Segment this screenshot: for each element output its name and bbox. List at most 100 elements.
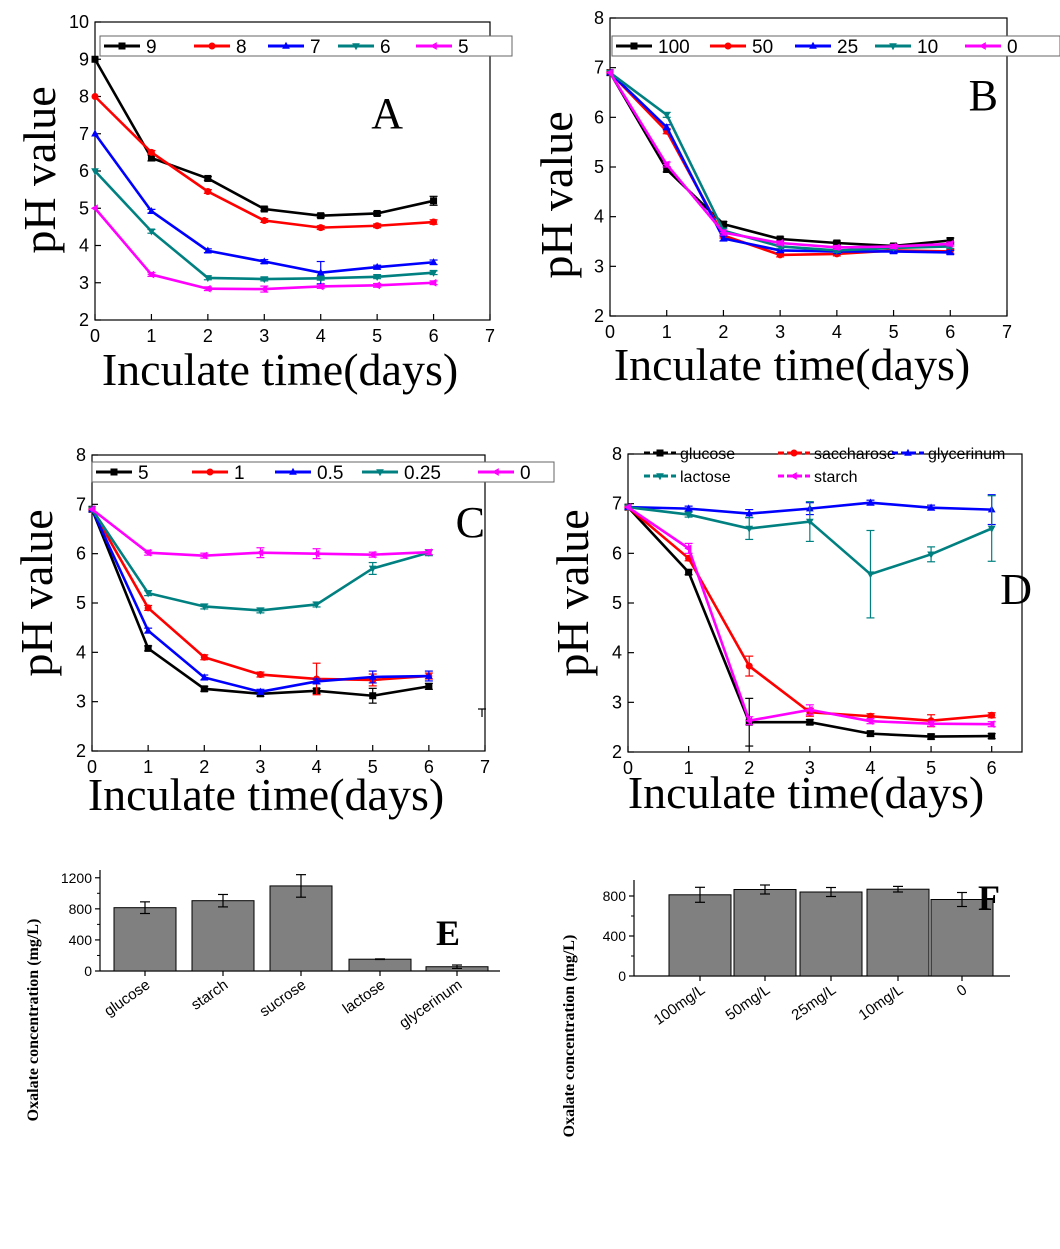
data-point (260, 257, 269, 265)
legend-swatch-marker (789, 472, 797, 480)
y-axis-label: pH value (547, 509, 598, 676)
x-tick-label: glycerinum (396, 976, 465, 1032)
y-tick-label: 2 (594, 306, 604, 326)
chart-D: 0 1 2 3 4 5 6 2 3 4 5 6 7 8 Inculate time(days) pH valu… (547, 444, 1032, 818)
data-point (866, 730, 874, 738)
data-point (200, 685, 208, 693)
data-point (316, 268, 325, 276)
data-point (430, 218, 438, 226)
plot-frame-D (627, 453, 1023, 753)
y-tick-label: 7 (76, 494, 86, 514)
legend-swatch-marker (208, 42, 216, 50)
legend-label: glucose (680, 446, 735, 463)
y-tick-label: 6 (76, 544, 86, 564)
y-tick-label: 400 (603, 928, 627, 944)
y-tick-label: 7 (594, 58, 604, 78)
series-B-2 (606, 68, 955, 256)
data-point (719, 228, 727, 237)
legend-label: 9 (146, 37, 157, 58)
legend-label: 0.25 (404, 463, 441, 484)
series-A-0 (91, 55, 438, 220)
x-tick-label: 3 (775, 322, 785, 342)
x-tick-label: 7 (485, 326, 495, 346)
data-point (200, 551, 208, 560)
data-point (685, 568, 693, 576)
data-point (889, 242, 897, 251)
x-tick-label: 6 (429, 326, 439, 346)
chart-F: 0 400 800 100mg/L 50mg/L 25mg/L 10mg/L 0 Oxalate… (561, 878, 1010, 1137)
series-A-3 (91, 168, 438, 284)
data-point (805, 705, 813, 714)
legend-label: 10 (917, 37, 938, 58)
legend-A: 9 8 7 6 5 (99, 35, 513, 58)
data-point (745, 525, 754, 533)
x-tick-label: 6 (424, 757, 434, 777)
x-axis-label: Inculate time(days) (614, 339, 970, 390)
data-point (372, 281, 380, 290)
y-tick-label: 2 (76, 741, 86, 761)
data-point (256, 671, 264, 679)
legend-swatch-marker (352, 43, 360, 51)
x-tick-label: glucose (101, 976, 153, 1020)
data-point (260, 276, 269, 284)
x-tick-label: 10mg/L (856, 981, 907, 1024)
data-point (200, 673, 209, 681)
plot-frame-C (91, 454, 486, 752)
data-point (373, 209, 381, 217)
series-C-4 (87, 505, 433, 560)
series-line (90, 508, 429, 682)
legend-swatch-marker (118, 42, 126, 50)
data-point (429, 278, 437, 287)
data-point (662, 123, 671, 131)
data-point (144, 644, 152, 652)
series-C-1 (88, 505, 433, 696)
data-point (719, 220, 727, 228)
y-tick-label: 8 (76, 445, 86, 465)
panel-label: C (456, 498, 485, 547)
x-tick-label: 3 (259, 326, 269, 346)
data-point (745, 509, 754, 517)
y-tick-label: 8 (612, 444, 622, 464)
chart-A: 0 1 2 3 4 5 6 7 2 3 4 5 6 7 8 9 10 Inculate time(days) pH … (14, 12, 513, 395)
y-tick-label: 4 (76, 642, 86, 662)
panel-label: D (1000, 565, 1032, 614)
series-B-1 (606, 69, 955, 259)
x-tick-label: 3 (255, 757, 265, 777)
data-point (866, 498, 875, 506)
data-point (946, 237, 954, 245)
data-point (317, 224, 325, 232)
y-tick-label: 4 (79, 236, 89, 256)
x-tick-label: 6 (987, 758, 997, 778)
x-tick-label: 0 (87, 757, 97, 777)
series-A-2 (91, 129, 438, 285)
legend-label: glycerinum (928, 446, 1005, 463)
x-tick-label: 4 (316, 326, 326, 346)
y-tick-label: 3 (594, 256, 604, 276)
legend-swatch-marker (491, 468, 499, 476)
x-tick-label: 5 (372, 326, 382, 346)
series-C-2 (88, 505, 433, 695)
data-point (368, 672, 377, 680)
legend-swatch-marker (289, 467, 297, 475)
y-tick-label: 4 (612, 643, 622, 663)
data-point (425, 671, 433, 679)
legend-swatch-marker (889, 43, 897, 51)
legend-swatch-marker (429, 42, 437, 50)
data-point (368, 565, 377, 573)
data-point (988, 711, 996, 719)
data-point (866, 571, 875, 579)
y-tick-label: 3 (612, 692, 622, 712)
x-tick-label: 5 (926, 758, 936, 778)
y-tick-label: 3 (79, 273, 89, 293)
bar (930, 899, 994, 977)
data-point (144, 604, 152, 612)
x-tick-label: 5 (889, 322, 899, 342)
data-point (806, 718, 814, 726)
chart-B: 0 1 2 3 4 5 6 7 2 3 4 5 6 7 8 Inculate time(days) pH val… (531, 8, 1060, 390)
series-C-3 (88, 506, 433, 615)
legend-swatch-marker (904, 448, 912, 456)
series-line (90, 508, 430, 698)
data-point (663, 165, 671, 173)
panel-label: A (371, 89, 403, 138)
y-tick-label: 5 (76, 593, 86, 613)
